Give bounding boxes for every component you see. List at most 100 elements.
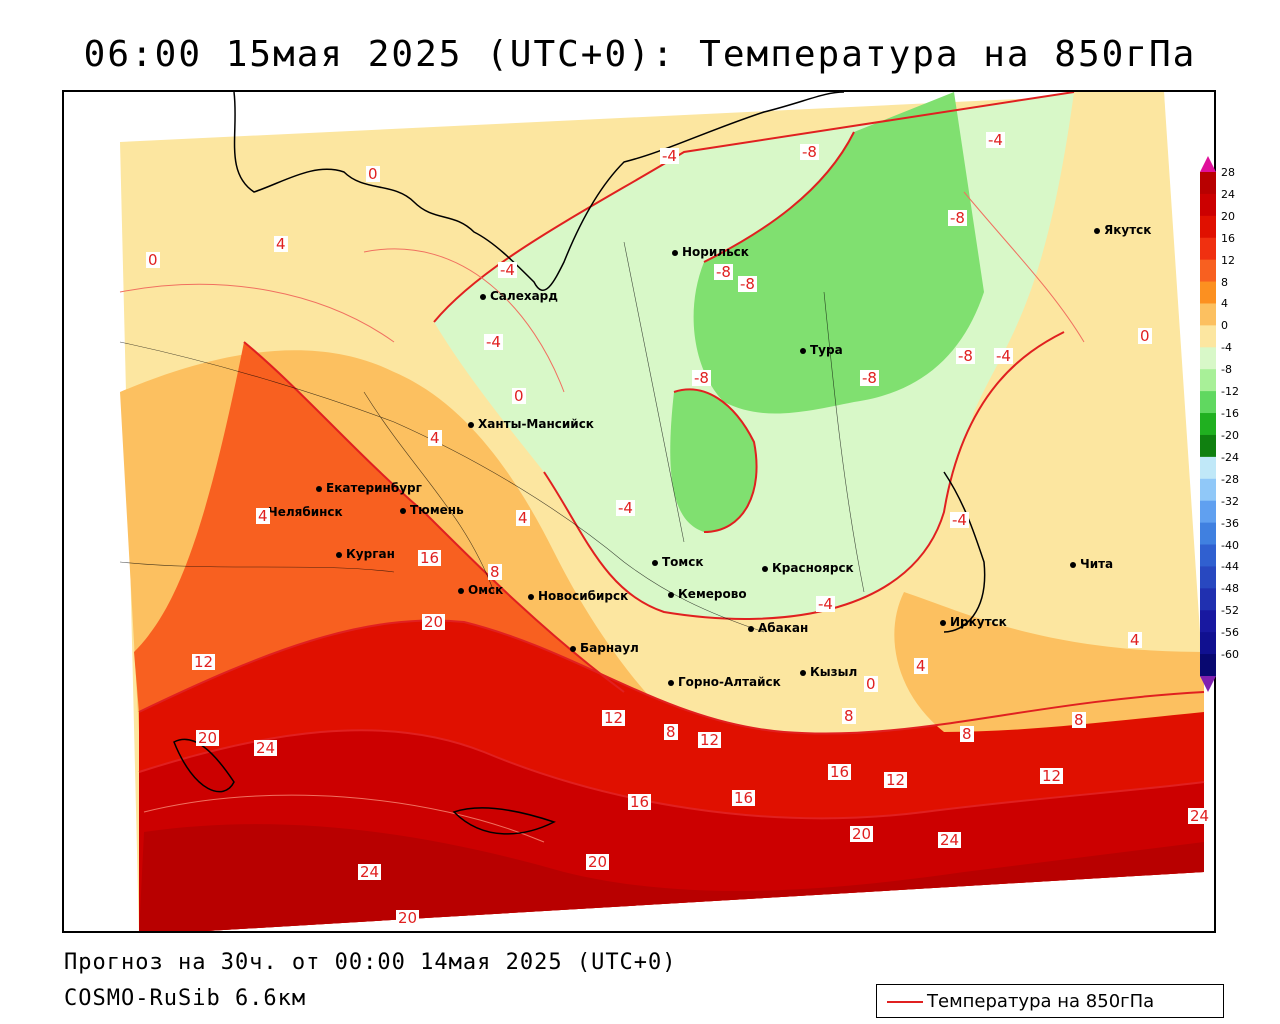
isotherm-label: 8 xyxy=(960,725,974,743)
isotherm-label: -4 xyxy=(950,511,969,529)
city-novosibirsk: Новосибирск xyxy=(528,590,628,602)
isotherm-label: -4 xyxy=(484,333,503,351)
colorbar-tick-label: 0 xyxy=(1221,319,1228,333)
colorbar-tick-label: 12 xyxy=(1221,253,1235,267)
city-tura: Тура xyxy=(800,344,843,356)
isotherm-label: 8 xyxy=(664,723,678,741)
isotherm-label: -4 xyxy=(660,147,679,165)
colorbar-min-arrow-icon xyxy=(1200,676,1216,692)
isotherm-label: -8 xyxy=(800,143,819,161)
city-marker-icon xyxy=(940,619,946,626)
colorbar-tick-label: -44 xyxy=(1221,560,1239,574)
isotherm-label: 0 xyxy=(1138,327,1152,345)
model-domain xyxy=(119,92,1205,931)
colorbar-max-arrow-icon xyxy=(1200,156,1216,172)
isotherm-label: 12 xyxy=(884,771,908,789)
colorbar-swatch xyxy=(1200,478,1216,502)
isotherm-label: 4 xyxy=(256,507,270,525)
city-tomsk: Томск xyxy=(652,556,704,568)
isotherm-label: 16 xyxy=(628,793,652,811)
colorbar-tick-label: -12 xyxy=(1221,385,1239,399)
colorbar-tick-label: -16 xyxy=(1221,407,1239,421)
forecast-caption: Прогноз на 30ч. от 00:00 14мая 2025 (UTC… xyxy=(64,950,677,975)
isotherm-label: 12 xyxy=(698,731,722,749)
color-bar-scale xyxy=(1200,156,1216,692)
city-ekaterinburg: Екатеринбург xyxy=(316,482,422,494)
isotherm-label: 0 xyxy=(864,675,878,693)
isotherm-label: 4 xyxy=(428,429,442,447)
isotherm-label: 12 xyxy=(192,653,216,671)
city-marker-icon xyxy=(336,551,342,558)
isotherm-label: 0 xyxy=(366,165,380,183)
isotherm-label: -8 xyxy=(956,347,975,365)
colorbar-swatch xyxy=(1200,259,1216,283)
colorbar-swatch xyxy=(1200,544,1216,567)
city-marker-icon xyxy=(480,293,486,300)
city-marker-icon xyxy=(800,347,806,354)
isotherm-label: 0 xyxy=(512,387,526,405)
city-norilsk: Норильск xyxy=(672,246,749,258)
isotherm-label: 24 xyxy=(1188,807,1212,825)
colorbar-tick-label: -60 xyxy=(1221,648,1239,662)
isotherm-label: -8 xyxy=(738,275,757,293)
isotherm-label: 20 xyxy=(586,853,610,871)
colorbar-tick-label: 4 xyxy=(1221,297,1228,311)
legend-line-swatch xyxy=(887,1001,923,1003)
isotherm-label: 12 xyxy=(602,709,626,727)
city-marker-icon xyxy=(652,559,658,566)
isotherm-label: 24 xyxy=(254,739,278,757)
colorbar-swatch xyxy=(1200,215,1216,239)
isotherm-label: 24 xyxy=(358,863,382,881)
city-marker-icon xyxy=(748,625,754,632)
isotherm-label: -8 xyxy=(714,263,733,281)
colorbar-swatch xyxy=(1200,456,1216,480)
colorbar-tick-label: -24 xyxy=(1221,450,1239,464)
colorbar-tick-label: -36 xyxy=(1221,516,1239,530)
colorbar-tick-label: -52 xyxy=(1221,604,1239,618)
colorbar-swatch xyxy=(1200,391,1216,414)
city-kemerovo: Кемерово xyxy=(668,588,747,600)
city-marker-icon xyxy=(762,565,768,572)
colorbar-swatch xyxy=(1200,325,1216,348)
isotherm-label: 24 xyxy=(938,831,962,849)
isotherm-label: -4 xyxy=(498,261,517,279)
isotherm-label: 4 xyxy=(914,657,928,675)
isotherm-label: 0 xyxy=(146,251,160,269)
city-marker-icon xyxy=(1094,227,1100,234)
city-marker-icon xyxy=(400,507,406,514)
isotherm-label: -8 xyxy=(860,369,879,387)
city-kyzyl: Кызыл xyxy=(800,666,857,678)
city-omsk: Омск xyxy=(458,584,503,596)
city-marker-icon xyxy=(468,421,474,428)
colorbar-swatch xyxy=(1200,610,1216,633)
colorbar-tick-label: 28 xyxy=(1221,166,1235,179)
isotherm-label: -4 xyxy=(994,347,1013,365)
isotherm-label: -8 xyxy=(948,209,967,227)
colorbar-tick-label: -20 xyxy=(1221,428,1239,442)
colorbar-swatch xyxy=(1200,281,1216,304)
colorbar-tick-label: -32 xyxy=(1221,494,1239,508)
colorbar-swatch xyxy=(1200,566,1216,589)
city-abakan: Абакан xyxy=(748,622,808,634)
city-marker-icon xyxy=(528,593,534,600)
map-panel: Якутск Норильск Салехард Тура Ханты-Манс… xyxy=(62,90,1216,933)
isotherm-label: 16 xyxy=(418,549,442,567)
city-kurgan: Курган xyxy=(336,548,395,560)
colorbar-swatch xyxy=(1200,413,1216,436)
city-marker-icon xyxy=(1070,561,1076,568)
isotherm-label: 4 xyxy=(516,509,530,527)
isotherm-label: 16 xyxy=(732,789,756,807)
city-barnaul: Барнаул xyxy=(570,642,639,654)
city-krasnoyarsk: Красноярск xyxy=(762,562,854,574)
isotherm-label: -8 xyxy=(692,369,711,387)
isotherm-label: 16 xyxy=(828,763,852,781)
city-gorno-altaysk: Горно-Алтайск xyxy=(668,676,781,688)
colorbar-swatch xyxy=(1200,500,1216,524)
isotherm-label: 8 xyxy=(842,707,856,725)
city-marker-icon xyxy=(800,669,806,676)
colorbar-tick-label: -4 xyxy=(1221,341,1232,355)
colorbar-tick-label: -8 xyxy=(1221,363,1232,377)
colorbar-swatch xyxy=(1200,369,1216,392)
city-marker-icon xyxy=(458,587,464,594)
city-irkutsk: Иркутск xyxy=(940,616,1007,628)
